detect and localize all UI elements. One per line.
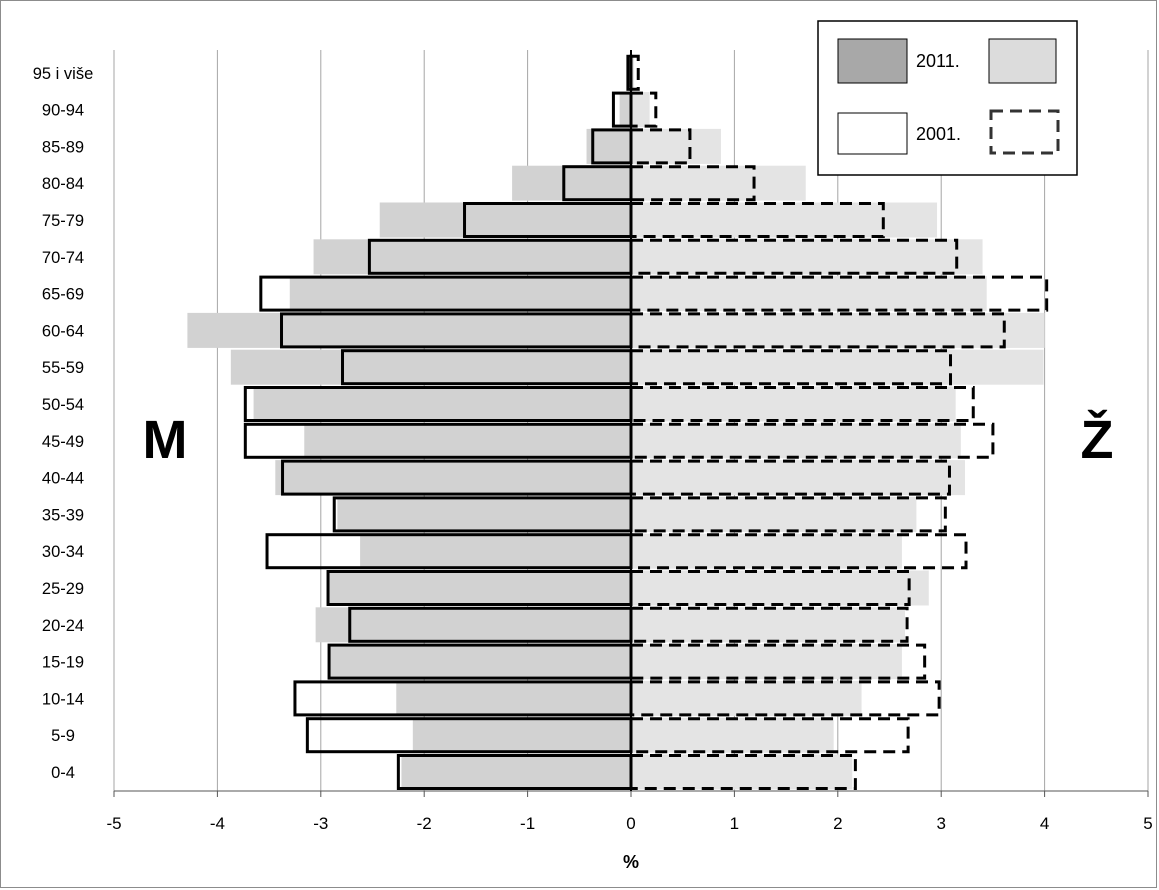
bar-2011-female — [631, 165, 806, 201]
x-axis: -5 -4 -3 -2 -1 0 1 2 3 4 5 — [106, 50, 1153, 833]
x-tick-label: 4 — [1040, 814, 1049, 833]
bar-2011-male — [304, 423, 631, 459]
x-axis-title: % — [623, 852, 639, 872]
bar-2011-male — [379, 202, 631, 238]
bar-2011-male — [512, 165, 631, 201]
category-label: 50-54 — [42, 396, 84, 414]
category-label: 55-59 — [42, 359, 84, 377]
category-label: 10-14 — [42, 690, 84, 708]
bar-2011-male — [330, 644, 631, 680]
x-tick-label: 0 — [626, 814, 635, 833]
bar-2011-female — [631, 312, 1045, 348]
category-label: 65-69 — [42, 286, 84, 304]
bar-2011-male — [401, 754, 631, 790]
bar-2011-female — [631, 754, 853, 790]
bar-2011-male — [289, 276, 631, 312]
bar-2001-female — [629, 570, 911, 606]
bar-2001-female — [629, 128, 692, 165]
bar-2011-male — [253, 386, 631, 422]
bar-2001-female — [629, 422, 995, 459]
legend-swatch-2001-male — [837, 112, 908, 155]
category-label: 30-34 — [42, 543, 84, 561]
bar-2011-male — [396, 680, 631, 716]
x-tick-label: 2 — [833, 814, 842, 833]
bar-2011-female — [631, 92, 650, 128]
category-label: 40-44 — [42, 470, 84, 488]
bar-2011-male — [337, 496, 631, 532]
category-label: 25-29 — [42, 580, 84, 598]
category-axis: 0-4 5-9 10-14 15-19 20-24 25-29 30-34 35-39 40-4… — [33, 65, 94, 782]
bar-2011-female — [631, 349, 1044, 385]
bar-2011-female — [631, 644, 902, 680]
bar-2011-male — [230, 349, 632, 385]
bar-2001-female — [629, 386, 975, 422]
x-tick-label: 3 — [936, 814, 945, 833]
category-label: 70-74 — [42, 249, 84, 267]
bar-2011-female — [631, 533, 902, 569]
x-tick-label: -2 — [417, 814, 432, 833]
legend-swatch-2001-female — [989, 109, 1060, 155]
bars-2011-series — [187, 55, 1045, 790]
bar-2011-female — [631, 386, 956, 422]
bar-2011-female — [631, 496, 917, 532]
category-label: 20-24 — [42, 617, 84, 635]
category-label: 35-39 — [42, 506, 84, 524]
bar-2011-male — [315, 607, 631, 643]
legend-swatch-2011-female — [988, 38, 1057, 84]
bar-2011-female — [631, 570, 929, 606]
bar-2011-female — [631, 276, 987, 312]
bar-2011-male — [313, 239, 631, 275]
bar-2001-female — [629, 606, 909, 643]
bar-2011-male — [275, 460, 631, 496]
bar-2011-female — [631, 202, 938, 238]
category-label: 45-49 — [42, 433, 84, 451]
legend-label-2011: 2011. — [916, 51, 960, 71]
category-label: 90-94 — [42, 102, 84, 120]
side-label-male: M — [143, 410, 188, 470]
bar-2011-female — [631, 607, 906, 643]
side-label-female: Ž — [1081, 409, 1114, 470]
category-label: 0-4 — [51, 764, 75, 782]
bar-2011-male — [327, 570, 631, 606]
category-label: 85-89 — [42, 138, 84, 156]
legend-label-2001: 2001. — [916, 124, 961, 144]
bar-2011-female — [631, 717, 834, 753]
x-tick-label: 5 — [1143, 814, 1152, 833]
x-tick-label: -3 — [313, 814, 328, 833]
x-tick-label: -4 — [210, 814, 225, 833]
x-tick-label: 1 — [730, 814, 739, 833]
bar-2011-female — [631, 423, 961, 459]
bar-2011-female — [631, 680, 862, 716]
bar-2001-female — [629, 533, 968, 570]
category-label: 15-19 — [42, 654, 84, 672]
bar-2011-female — [631, 128, 721, 164]
bar-2001-female — [629, 496, 947, 533]
category-label: 60-64 — [42, 322, 84, 340]
x-tick-label: -5 — [106, 814, 121, 833]
category-label: 80-84 — [42, 175, 84, 193]
bar-2011-female — [631, 239, 983, 275]
category-label: 75-79 — [42, 212, 84, 230]
bar-2011-female — [631, 460, 965, 496]
bar-2011-male — [412, 717, 631, 753]
category-label: 5-9 — [51, 727, 75, 745]
bar-2001-female — [629, 238, 959, 275]
category-label: 95 i više — [33, 65, 94, 83]
bar-2011-female — [631, 55, 635, 91]
bar-2001-female — [629, 312, 1006, 349]
legend-swatch-2011-male — [837, 38, 908, 84]
bar-2011-male — [187, 312, 631, 348]
bar-2011-male — [619, 92, 631, 128]
bar-2011-male — [360, 533, 631, 569]
bar-2001-female — [629, 717, 910, 754]
x-tick-label: -1 — [520, 814, 535, 833]
legend: 2011. 2001. — [817, 20, 1078, 176]
